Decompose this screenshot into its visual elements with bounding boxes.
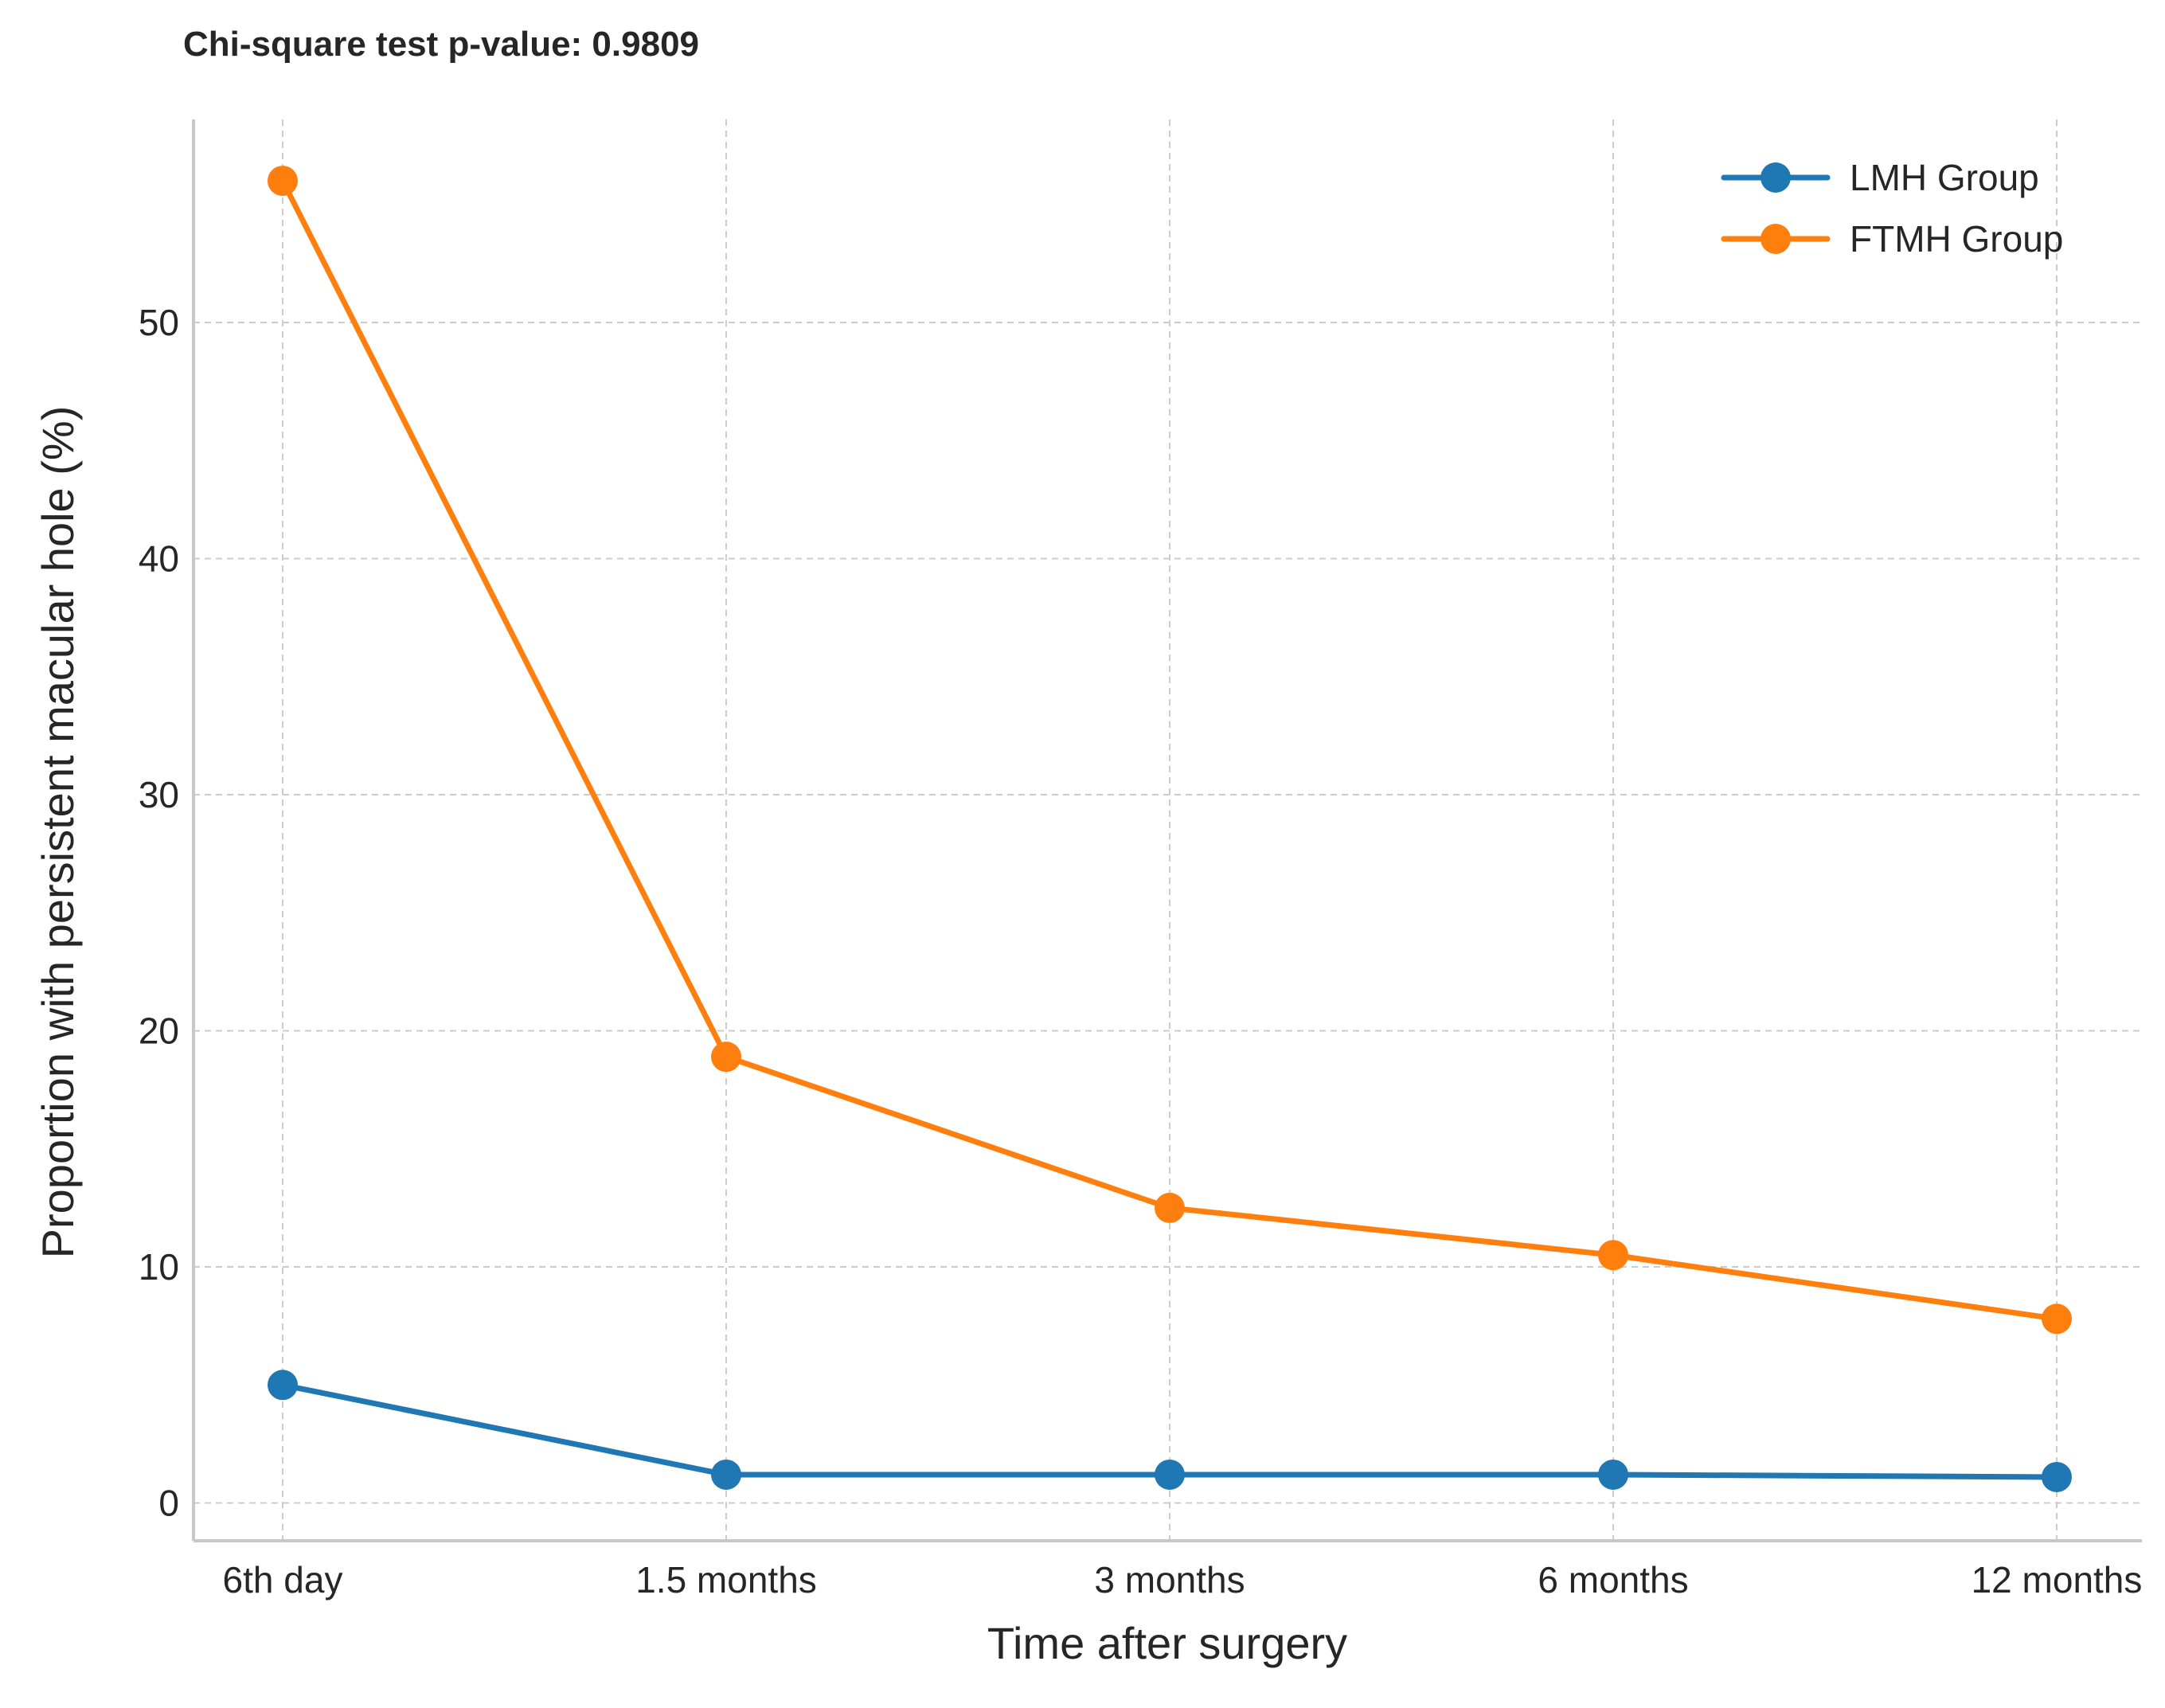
lmh-group-point-3 xyxy=(1598,1459,1628,1490)
p-value-annotation: Chi-square test p-value: 0.9809 xyxy=(183,25,699,64)
y-tick-label-10: 10 xyxy=(139,1246,179,1288)
y-tick-label-20: 20 xyxy=(139,1010,179,1052)
series-lines xyxy=(268,166,2072,1492)
y-tick-label-50: 50 xyxy=(139,302,179,343)
y-axis-label: Proportion with persistent macular hole … xyxy=(33,406,83,1259)
x-tick-label-4: 12 months xyxy=(1972,1559,2143,1601)
lmh-group-point-1 xyxy=(711,1459,741,1490)
ftmh-group-point-1 xyxy=(711,1042,741,1073)
legend-lmh-group-marker xyxy=(1761,162,1791,193)
x-tick-label-1: 1.5 months xyxy=(635,1559,817,1601)
lmh-group-point-2 xyxy=(1155,1459,1185,1490)
lmh-group-point-4 xyxy=(2042,1461,2072,1492)
legend-ftmh-group-marker xyxy=(1761,224,1791,254)
ftmh-group-point-0 xyxy=(268,166,298,197)
legend: LMH Group FTMH Group xyxy=(1721,157,2063,260)
x-tick-label-0: 6th day xyxy=(223,1559,343,1601)
x-tick-labels: 6th day 1.5 months 3 months 6 months 12 mont… xyxy=(223,1559,2143,1601)
y-tick-label-0: 0 xyxy=(158,1483,179,1524)
legend-lmh-group-label: LMH Group xyxy=(1850,157,2039,198)
x-tick-label-3: 6 months xyxy=(1538,1559,1688,1601)
y-tick-label-30: 30 xyxy=(139,774,179,815)
legend-ftmh-group-label: FTMH Group xyxy=(1850,218,2063,260)
y-tick-labels: 0 10 20 30 40 50 xyxy=(139,302,179,1524)
ftmh-group-point-3 xyxy=(1598,1240,1628,1271)
grid-lines xyxy=(193,119,2142,1541)
ftmh-group-point-4 xyxy=(2042,1303,2072,1335)
ftmh-group-point-2 xyxy=(1155,1192,1185,1223)
lmh-group-point-0 xyxy=(268,1370,298,1401)
x-axis-label: Time after surgery xyxy=(987,1618,1347,1668)
y-tick-label-40: 40 xyxy=(139,538,179,580)
x-tick-label-2: 3 months xyxy=(1094,1559,1245,1601)
